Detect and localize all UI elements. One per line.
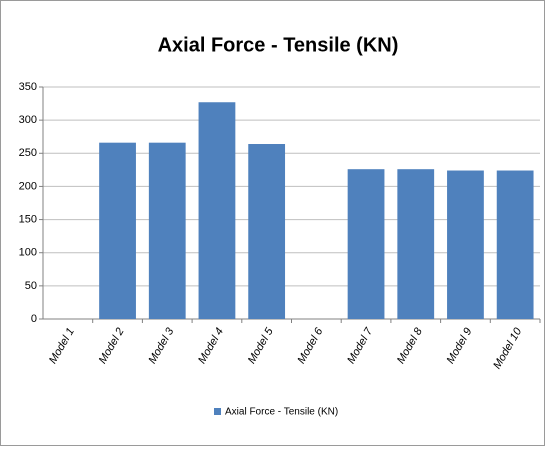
bar	[99, 142, 136, 319]
y-tick-label: 100	[19, 247, 37, 259]
y-tick-label: 250	[19, 147, 37, 159]
y-tick-label: 350	[19, 81, 37, 93]
bar	[447, 170, 484, 319]
y-tick-label: 150	[19, 213, 37, 225]
bar	[496, 170, 534, 319]
bar	[397, 169, 435, 319]
y-tick-label: 300	[19, 114, 37, 126]
bar	[148, 142, 186, 319]
bar	[248, 144, 286, 319]
bar	[347, 169, 385, 319]
legend-label: Axial Force - Tensile (KN)	[225, 407, 338, 418]
legend-swatch	[214, 408, 221, 415]
y-tick-label: 0	[31, 313, 37, 325]
y-tick-label: 50	[25, 280, 37, 292]
bar	[198, 102, 236, 319]
y-tick-label: 200	[19, 180, 37, 192]
chart-title: Axial Force - Tensile (KN)	[158, 34, 399, 56]
